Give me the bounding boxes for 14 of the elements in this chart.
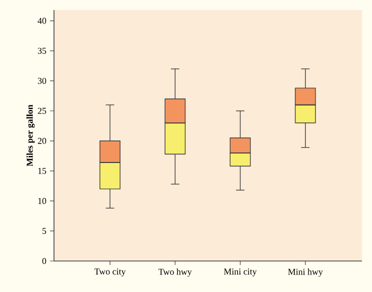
y-tick-label: 20 bbox=[38, 138, 46, 144]
y-tick-label: 25 bbox=[38, 108, 46, 114]
x-tick-label: Mini city bbox=[224, 268, 257, 276]
y-tick-label: 0 bbox=[42, 258, 46, 264]
y-axis-title: Miles per gallon bbox=[26, 104, 35, 166]
x-tick-label: Two city bbox=[94, 268, 126, 276]
y-tick-label: 40 bbox=[38, 18, 46, 24]
y-tick-label: 5 bbox=[42, 228, 46, 234]
x-tick-label: Mini hwy bbox=[288, 268, 323, 277]
x-tick-label: Two hwy bbox=[158, 268, 192, 277]
y-tick-label: 10 bbox=[38, 198, 46, 204]
y-tick-label: 15 bbox=[38, 168, 46, 174]
y-tick-label: 30 bbox=[38, 78, 46, 84]
y-tick-label: 35 bbox=[38, 48, 46, 54]
